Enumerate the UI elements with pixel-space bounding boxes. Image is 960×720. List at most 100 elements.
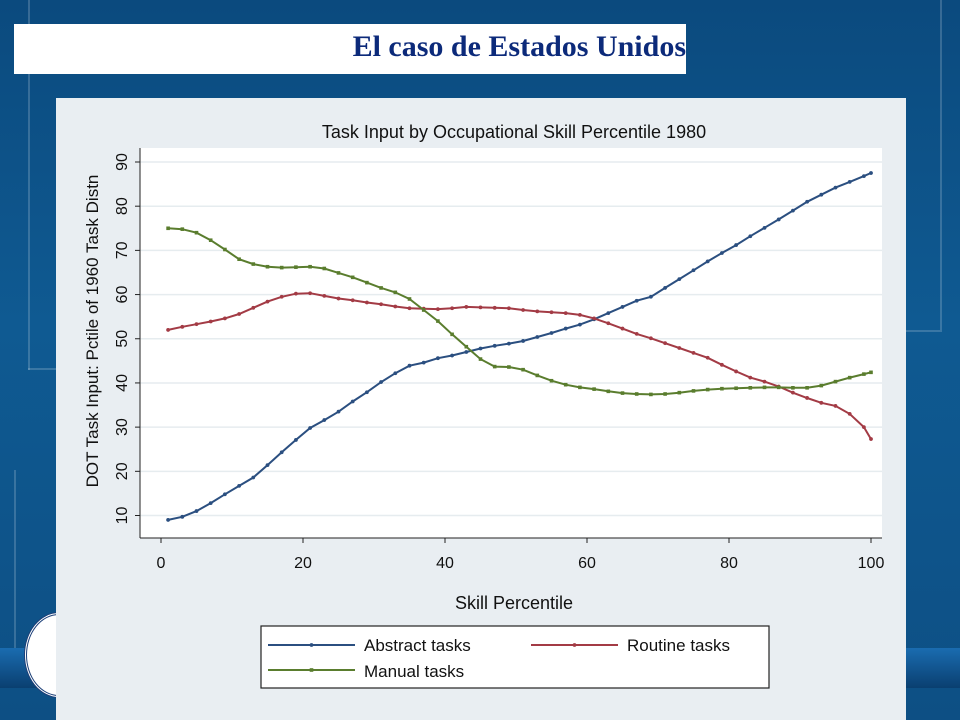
data-point (421, 308, 426, 312)
data-point (734, 369, 738, 374)
data-point (279, 450, 284, 455)
data-point (393, 304, 398, 309)
y-tick-label: 70 (114, 241, 131, 259)
data-point (620, 305, 625, 309)
data-point (251, 475, 256, 480)
chart-title: Task Input by Occupational Skill Percent… (322, 122, 706, 142)
data-point (663, 341, 667, 346)
x-tick-label: 60 (578, 555, 596, 572)
y-tick-label: 10 (114, 507, 131, 525)
legend-marker (309, 643, 314, 647)
data-point (521, 367, 525, 372)
data-point (407, 306, 412, 311)
grid (140, 161, 882, 517)
data-point (180, 324, 185, 329)
data-point (549, 331, 554, 335)
data-point (265, 299, 270, 304)
data-point (776, 385, 781, 390)
data-point (734, 243, 738, 247)
data-point (578, 312, 582, 317)
data-point (606, 389, 611, 394)
data-point (791, 390, 795, 395)
y-tick-label: 90 (114, 153, 131, 171)
data-point (705, 259, 710, 264)
data-point (649, 336, 653, 341)
x-tick-label: 20 (294, 555, 312, 572)
data-point (464, 350, 469, 354)
data-point (492, 305, 497, 310)
data-point (847, 411, 852, 416)
legend-item: Manual tasks (268, 662, 464, 681)
data-point (464, 305, 469, 309)
data-point (322, 418, 327, 422)
data-point (691, 268, 696, 273)
background-frame-line (906, 330, 942, 332)
background-frame-line (28, 368, 68, 370)
data-point (194, 322, 199, 327)
data-point (507, 306, 511, 311)
data-point (180, 227, 185, 231)
data-point (606, 321, 611, 326)
data-point (279, 294, 284, 299)
data-point (464, 344, 469, 349)
data-point (237, 257, 241, 262)
data-point (265, 264, 270, 269)
data-point (393, 290, 398, 295)
legend-label: Abstract tasks (364, 636, 471, 655)
data-point (734, 386, 738, 391)
legend-box (260, 625, 770, 689)
data-point (762, 385, 767, 390)
data-point (677, 346, 682, 350)
data-point (279, 265, 284, 270)
legend-label: Routine tasks (627, 636, 730, 655)
data-point (450, 353, 454, 358)
data-point (478, 357, 483, 361)
data-point (166, 328, 171, 332)
x-tick-label: 80 (720, 555, 738, 572)
data-point (862, 425, 866, 430)
data-point (592, 387, 596, 391)
background-frame-line (940, 0, 942, 330)
data-point (492, 364, 497, 369)
data-point (720, 251, 724, 255)
data-point (819, 383, 824, 388)
data-point (208, 319, 213, 324)
data-point (308, 291, 312, 296)
data-point (436, 319, 440, 323)
data-point (294, 291, 298, 296)
data-point (421, 360, 426, 365)
data-point (791, 385, 795, 390)
data-point (563, 382, 568, 387)
data-point (819, 192, 824, 197)
y-tick-label: 80 (114, 197, 131, 215)
data-point (322, 293, 327, 298)
data-point (393, 371, 398, 376)
legend-item: Abstract tasks (268, 636, 471, 655)
data-point (223, 316, 227, 321)
data-point (549, 378, 554, 383)
data-point (251, 305, 256, 310)
data-point (791, 208, 795, 213)
data-point (705, 387, 710, 392)
data-point (833, 185, 838, 190)
data-point (379, 380, 383, 384)
data-point (847, 375, 852, 380)
data-point (478, 305, 483, 310)
data-point (776, 217, 781, 222)
background-frame-line (14, 470, 16, 650)
data-point (223, 247, 227, 252)
data-point (748, 234, 753, 239)
data-point (180, 514, 185, 519)
data-point (237, 312, 242, 316)
data-point (350, 275, 355, 280)
legend-label: Manual tasks (364, 662, 464, 681)
data-point (805, 385, 809, 390)
data-point (869, 171, 873, 175)
data-point (592, 316, 596, 321)
data-point (208, 238, 213, 243)
data-point (691, 389, 696, 393)
data-point (294, 438, 298, 442)
data-point (365, 280, 369, 285)
data-point (677, 390, 682, 395)
data-point (208, 501, 213, 506)
